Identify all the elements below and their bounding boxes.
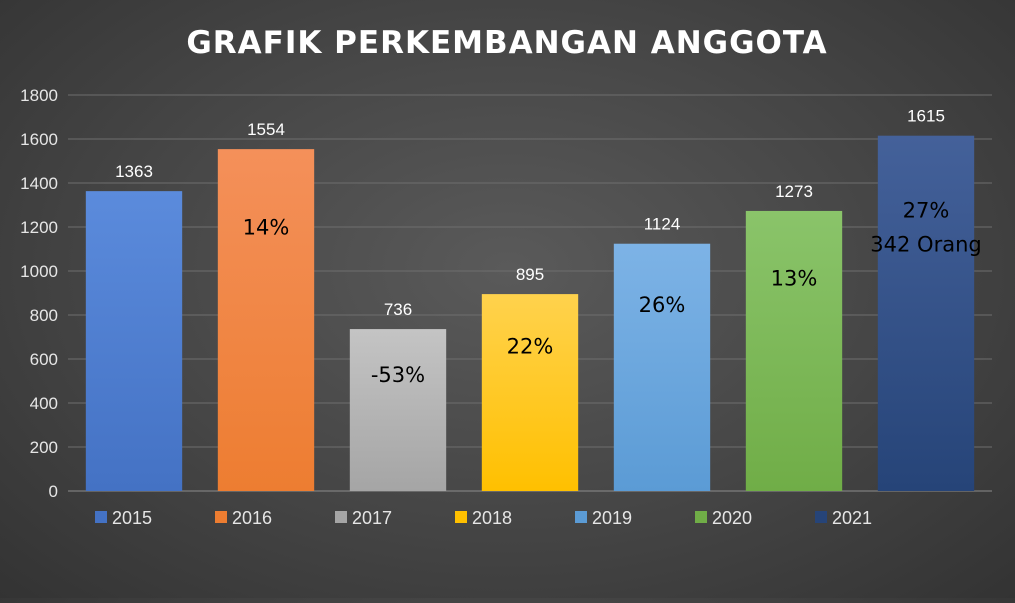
bar-2017 (349, 329, 447, 491)
legend-swatch-2017 (335, 511, 347, 523)
bar-2021 (877, 135, 975, 491)
legend-label-2017: 2017 (352, 508, 392, 528)
y-tick-label: 200 (30, 438, 58, 457)
data-label-2021: 1615 (907, 107, 945, 126)
bar-2015 (85, 191, 183, 491)
y-tick-label: 1000 (20, 262, 58, 281)
legend-swatch-2015 (95, 511, 107, 523)
data-labels: 1363 1554 14% 736 -53% 895 22% 1124 26% 1273 13% 16… (115, 107, 982, 388)
y-tick-label: 800 (30, 306, 58, 325)
data-label-2019: 1124 (644, 215, 681, 234)
bar-2018 (481, 294, 579, 491)
legend-label-2020: 2020 (712, 508, 752, 528)
y-axis: 0 200 400 600 800 1000 1200 1400 1600 1800 (20, 86, 58, 501)
y-tick-label: 1800 (20, 86, 58, 105)
legend-label-2019: 2019 (592, 508, 632, 528)
legend-label-2018: 2018 (472, 508, 512, 528)
legend-swatch-2019 (575, 511, 587, 523)
inner-label-2016: 14% (243, 216, 290, 240)
legend-label-2015: 2015 (112, 508, 152, 528)
y-tick-label: 1200 (20, 218, 58, 237)
y-tick-label: 0 (49, 482, 58, 501)
y-tick-label: 1600 (20, 130, 58, 149)
inner-label-2020: 13% (771, 266, 818, 290)
legend-swatch-2020 (695, 511, 707, 523)
inner-label-2018: 22% (507, 335, 554, 359)
inner-label-2021: 342 Orang (870, 233, 981, 257)
bar-2020 (745, 210, 843, 491)
data-label-2017: 736 (384, 300, 412, 319)
data-label-2015: 1363 (115, 162, 153, 181)
bars (85, 135, 975, 491)
y-tick-label: 600 (30, 350, 58, 369)
legend-label-2016: 2016 (232, 508, 272, 528)
inner-label-2021: 27% (903, 199, 950, 223)
legend: 2015 2016 2017 2018 2019 2020 2021 (95, 508, 872, 528)
data-label-2020: 1273 (775, 182, 813, 201)
bar-2016 (217, 149, 315, 491)
inner-label-2017: -53% (371, 363, 425, 387)
y-tick-label: 1400 (20, 174, 58, 193)
legend-swatch-2018 (455, 511, 467, 523)
legend-swatch-2016 (215, 511, 227, 523)
data-label-2018: 895 (516, 265, 544, 284)
y-tick-label: 400 (30, 394, 58, 413)
legend-label-2021: 2021 (832, 508, 872, 528)
chart-title: GRAFIK PERKEMBANGAN ANGGOTA (186, 25, 827, 61)
data-label-2016: 1554 (247, 120, 285, 139)
bar-2019 (613, 243, 711, 491)
legend-swatch-2021 (815, 511, 827, 523)
inner-label-2019: 26% (639, 293, 686, 317)
